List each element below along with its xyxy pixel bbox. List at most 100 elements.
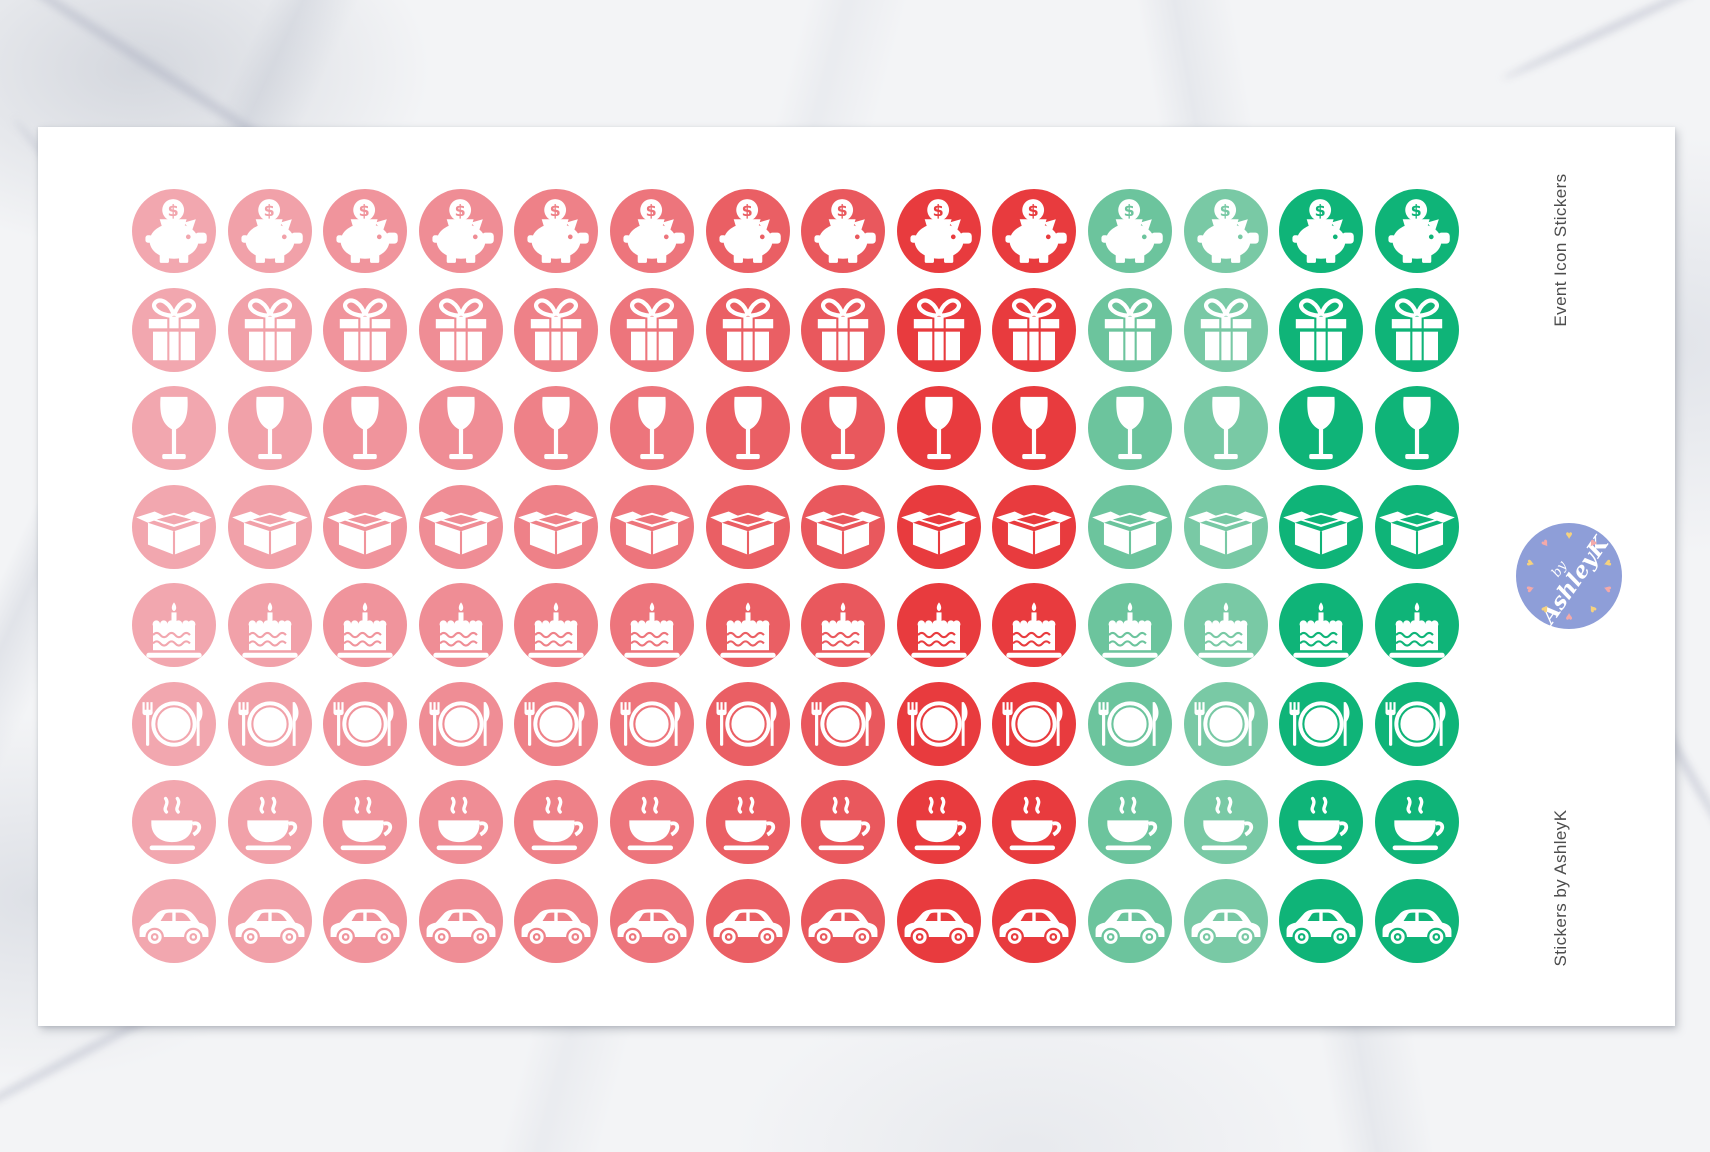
sticker-gift <box>514 287 599 372</box>
sticker-piggy-bank <box>323 189 408 273</box>
coffee-cup-icon <box>1184 780 1268 864</box>
gift-icon <box>610 288 694 372</box>
open-box-icon <box>1088 485 1172 569</box>
gift-icon <box>1279 288 1363 372</box>
dinner-plate-icon <box>1375 682 1459 766</box>
sticker-gift <box>992 287 1077 372</box>
sticker-open-box <box>418 484 503 569</box>
sticker-coffee-cup <box>705 780 790 864</box>
sticker-car <box>418 878 503 963</box>
piggy-bank-icon <box>801 189 885 273</box>
piggy-bank-icon <box>132 189 216 273</box>
sticker-birthday-cake <box>323 583 408 667</box>
gift-icon <box>992 288 1076 372</box>
birthday-cake-icon <box>419 583 503 667</box>
sticker-coffee-cup <box>418 780 503 864</box>
badge-circle <box>1516 523 1622 629</box>
sticker-dinner-plate <box>896 681 981 766</box>
dinner-plate-icon <box>323 682 407 766</box>
coffee-cup-icon <box>514 780 598 864</box>
wine-glass-icon <box>514 386 598 470</box>
sticker-piggy-bank <box>610 189 694 273</box>
gift-icon <box>1088 288 1172 372</box>
sticker-dinner-plate <box>227 681 312 766</box>
piggy-bank-icon <box>228 189 312 273</box>
gift-icon <box>419 288 503 372</box>
car-icon <box>514 879 598 963</box>
coffee-cup-icon <box>228 780 312 864</box>
wine-glass-icon <box>132 386 216 470</box>
sticker-car <box>1279 878 1364 963</box>
car-icon <box>1184 879 1268 963</box>
sticker-coffee-cup <box>801 780 886 864</box>
dinner-plate-icon <box>1184 682 1268 766</box>
gift-icon <box>132 288 216 372</box>
sticker-piggy-bank <box>1088 189 1172 273</box>
sticker-gift <box>801 287 886 372</box>
open-box-icon <box>897 485 981 569</box>
car-icon <box>706 879 790 963</box>
sticker-open-box <box>1374 484 1459 569</box>
coffee-cup-icon <box>1375 780 1459 864</box>
wine-glass-icon <box>1279 386 1363 470</box>
sticker-wine-glass <box>323 386 408 470</box>
car-icon <box>897 879 981 963</box>
sticker-wine-glass <box>896 386 981 470</box>
sticker-piggy-bank <box>705 189 790 273</box>
sticker-coffee-cup <box>896 780 981 864</box>
birthday-cake-icon <box>132 583 216 667</box>
coffee-cup-icon <box>1279 780 1363 864</box>
dinner-plate-icon <box>801 682 885 766</box>
wine-glass-icon <box>1184 386 1268 470</box>
open-box-icon <box>132 485 216 569</box>
sticker-birthday-cake <box>1183 583 1268 667</box>
wine-glass-icon <box>1088 386 1172 470</box>
sticker-piggy-bank <box>992 189 1077 273</box>
coffee-cup-icon <box>1088 780 1172 864</box>
sticker-car <box>132 878 216 963</box>
sticker-gift <box>1183 287 1268 372</box>
sticker-gift <box>610 287 694 372</box>
dinner-plate-icon <box>514 682 598 766</box>
sticker-coffee-cup <box>992 780 1077 864</box>
sticker-gift <box>1279 287 1364 372</box>
sticker-birthday-cake <box>1088 583 1172 667</box>
coffee-cup-icon <box>610 780 694 864</box>
sticker-car <box>992 878 1077 963</box>
sticker-dinner-plate <box>1183 681 1268 766</box>
dinner-plate-icon <box>706 682 790 766</box>
sticker-dinner-plate <box>992 681 1077 766</box>
sticker-piggy-bank <box>801 189 886 273</box>
piggy-bank-icon <box>323 189 407 273</box>
sticker-birthday-cake <box>418 583 503 667</box>
sticker-coffee-cup <box>1088 780 1172 864</box>
sticker-birthday-cake <box>801 583 886 667</box>
birthday-cake-icon <box>801 583 885 667</box>
birthday-cake-icon <box>1184 583 1268 667</box>
sticker-coffee-cup <box>1183 780 1268 864</box>
sticker-wine-glass <box>1088 386 1172 470</box>
piggy-bank-icon <box>1279 189 1363 273</box>
wine-glass-icon <box>801 386 885 470</box>
sticker-dinner-plate <box>132 681 216 766</box>
car-icon <box>801 879 885 963</box>
sticker-birthday-cake <box>227 583 312 667</box>
sticker-open-box <box>610 484 694 569</box>
car-icon <box>323 879 407 963</box>
car-icon <box>1279 879 1363 963</box>
open-box-icon <box>419 485 503 569</box>
sticker-open-box <box>514 484 599 569</box>
gift-icon <box>897 288 981 372</box>
sticker-gift <box>227 287 312 372</box>
sticker-coffee-cup <box>514 780 599 864</box>
dinner-plate-icon <box>1088 682 1172 766</box>
sticker-piggy-bank <box>1374 189 1459 273</box>
dinner-plate-icon <box>132 682 216 766</box>
sticker-open-box <box>1183 484 1268 569</box>
sticker-piggy-bank <box>514 189 599 273</box>
sticker-piggy-bank <box>132 189 216 273</box>
gift-icon <box>514 288 598 372</box>
gift-icon <box>228 288 312 372</box>
sticker-wine-glass <box>1183 386 1268 470</box>
sticker-grid <box>38 127 1675 1026</box>
